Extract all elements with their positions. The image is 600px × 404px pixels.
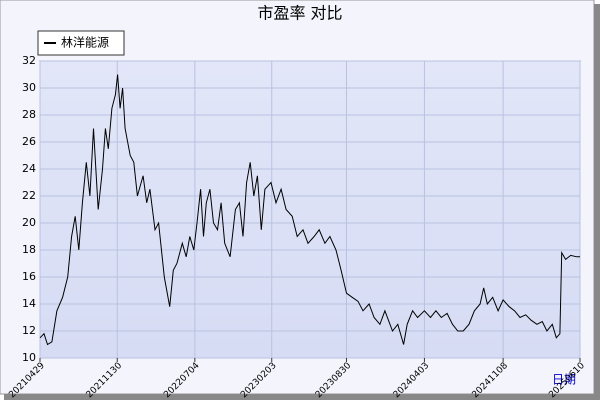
legend-label: 林洋能源 (61, 35, 109, 50)
y-tick-label: 26 (22, 135, 36, 148)
y-tick-label: 14 (22, 297, 36, 310)
x-axis-label: 日期 (552, 373, 576, 387)
y-tick-label: 12 (22, 324, 36, 337)
y-tick-label: 22 (22, 189, 36, 202)
y-tick-label: 24 (22, 162, 36, 175)
y-tick-label: 16 (22, 270, 36, 283)
y-tick-label: 28 (22, 108, 36, 121)
shadow (594, 4, 600, 400)
y-tick-label: 32 (22, 54, 36, 67)
chart-title: 市盈率 对比 (257, 4, 342, 23)
plot-area (39, 60, 581, 359)
y-tick-label: 18 (22, 243, 36, 256)
line (39, 74, 580, 346)
y-tick-label: 10 (22, 351, 36, 364)
shadow (4, 394, 600, 400)
y-tick-label: 30 (22, 81, 36, 94)
y-tick-label: 20 (22, 216, 36, 229)
